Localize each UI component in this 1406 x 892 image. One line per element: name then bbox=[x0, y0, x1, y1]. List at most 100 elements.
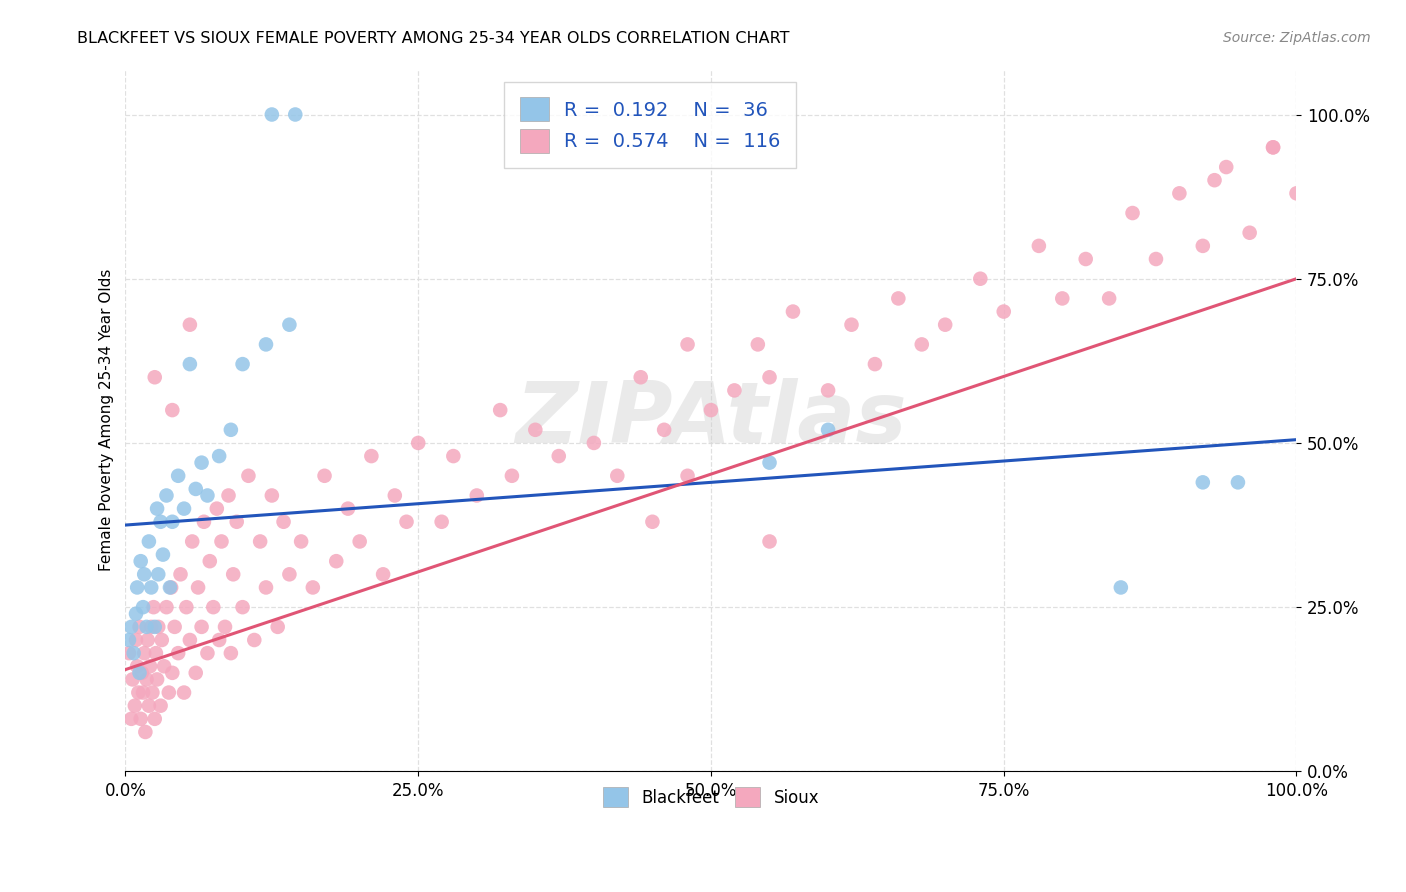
Point bbox=[127, 581, 149, 595]
Point bbox=[1239, 226, 1261, 240]
Point bbox=[782, 304, 804, 318]
Point bbox=[139, 659, 162, 673]
Point bbox=[173, 501, 195, 516]
Point bbox=[524, 423, 547, 437]
Point bbox=[128, 620, 150, 634]
Point bbox=[124, 698, 146, 713]
Point bbox=[197, 488, 219, 502]
Point bbox=[349, 534, 371, 549]
Point bbox=[267, 620, 290, 634]
Point bbox=[278, 318, 301, 332]
Point bbox=[134, 725, 156, 739]
Point bbox=[232, 357, 254, 371]
Point bbox=[129, 554, 152, 568]
Point bbox=[125, 632, 148, 647]
Point bbox=[249, 534, 271, 549]
Point bbox=[934, 318, 956, 332]
Point bbox=[676, 337, 699, 351]
Point bbox=[167, 646, 190, 660]
Point bbox=[149, 515, 172, 529]
Point bbox=[135, 620, 157, 634]
Point bbox=[155, 488, 177, 502]
Point bbox=[1144, 252, 1167, 266]
Point bbox=[1098, 292, 1121, 306]
Point bbox=[1168, 186, 1191, 201]
Point bbox=[325, 554, 347, 568]
Point bbox=[723, 384, 745, 398]
Point bbox=[260, 488, 283, 502]
Point bbox=[127, 685, 149, 699]
Point bbox=[176, 600, 198, 615]
Point bbox=[254, 581, 277, 595]
Point bbox=[630, 370, 652, 384]
Point bbox=[1261, 140, 1284, 154]
Point bbox=[167, 468, 190, 483]
Point bbox=[162, 665, 184, 680]
Point bbox=[606, 468, 628, 483]
Point bbox=[260, 107, 283, 121]
Point bbox=[179, 318, 201, 332]
Point bbox=[187, 581, 209, 595]
Point bbox=[205, 501, 228, 516]
Point bbox=[225, 515, 247, 529]
Point bbox=[179, 632, 201, 647]
Point bbox=[181, 534, 204, 549]
Point bbox=[202, 600, 225, 615]
Point bbox=[547, 449, 569, 463]
Point bbox=[118, 646, 141, 660]
Point bbox=[489, 403, 512, 417]
Point bbox=[184, 665, 207, 680]
Point bbox=[160, 581, 183, 595]
Point bbox=[214, 620, 236, 634]
Point bbox=[141, 685, 163, 699]
Point bbox=[232, 600, 254, 615]
Point bbox=[179, 357, 201, 371]
Point bbox=[143, 712, 166, 726]
Point bbox=[1215, 160, 1237, 174]
Point bbox=[184, 482, 207, 496]
Point bbox=[122, 646, 145, 660]
Point bbox=[501, 468, 523, 483]
Point bbox=[1122, 206, 1144, 220]
Point bbox=[208, 632, 231, 647]
Point bbox=[162, 403, 184, 417]
Point bbox=[1226, 475, 1249, 490]
Point bbox=[465, 488, 488, 502]
Point bbox=[129, 712, 152, 726]
Point bbox=[143, 370, 166, 384]
Point bbox=[243, 632, 266, 647]
Point bbox=[173, 685, 195, 699]
Legend: Blackfeet, Sioux: Blackfeet, Sioux bbox=[595, 779, 828, 816]
Point bbox=[148, 620, 170, 634]
Point bbox=[969, 271, 991, 285]
Point bbox=[197, 646, 219, 660]
Point bbox=[152, 548, 174, 562]
Point bbox=[125, 607, 148, 621]
Point bbox=[135, 673, 157, 687]
Point bbox=[162, 515, 184, 529]
Point bbox=[911, 337, 934, 351]
Point bbox=[278, 567, 301, 582]
Point bbox=[141, 620, 163, 634]
Point bbox=[136, 632, 159, 647]
Point bbox=[138, 534, 160, 549]
Point bbox=[208, 449, 231, 463]
Point bbox=[430, 515, 453, 529]
Point bbox=[841, 318, 863, 332]
Point bbox=[1261, 140, 1284, 154]
Point bbox=[817, 423, 839, 437]
Point bbox=[163, 620, 186, 634]
Point bbox=[132, 600, 155, 615]
Point bbox=[134, 567, 156, 582]
Point bbox=[273, 515, 295, 529]
Point bbox=[863, 357, 886, 371]
Point bbox=[219, 646, 242, 660]
Point bbox=[641, 515, 664, 529]
Point bbox=[395, 515, 418, 529]
Point bbox=[153, 659, 176, 673]
Point bbox=[132, 685, 155, 699]
Point bbox=[1028, 239, 1050, 253]
Point bbox=[155, 600, 177, 615]
Point bbox=[360, 449, 382, 463]
Point bbox=[238, 468, 260, 483]
